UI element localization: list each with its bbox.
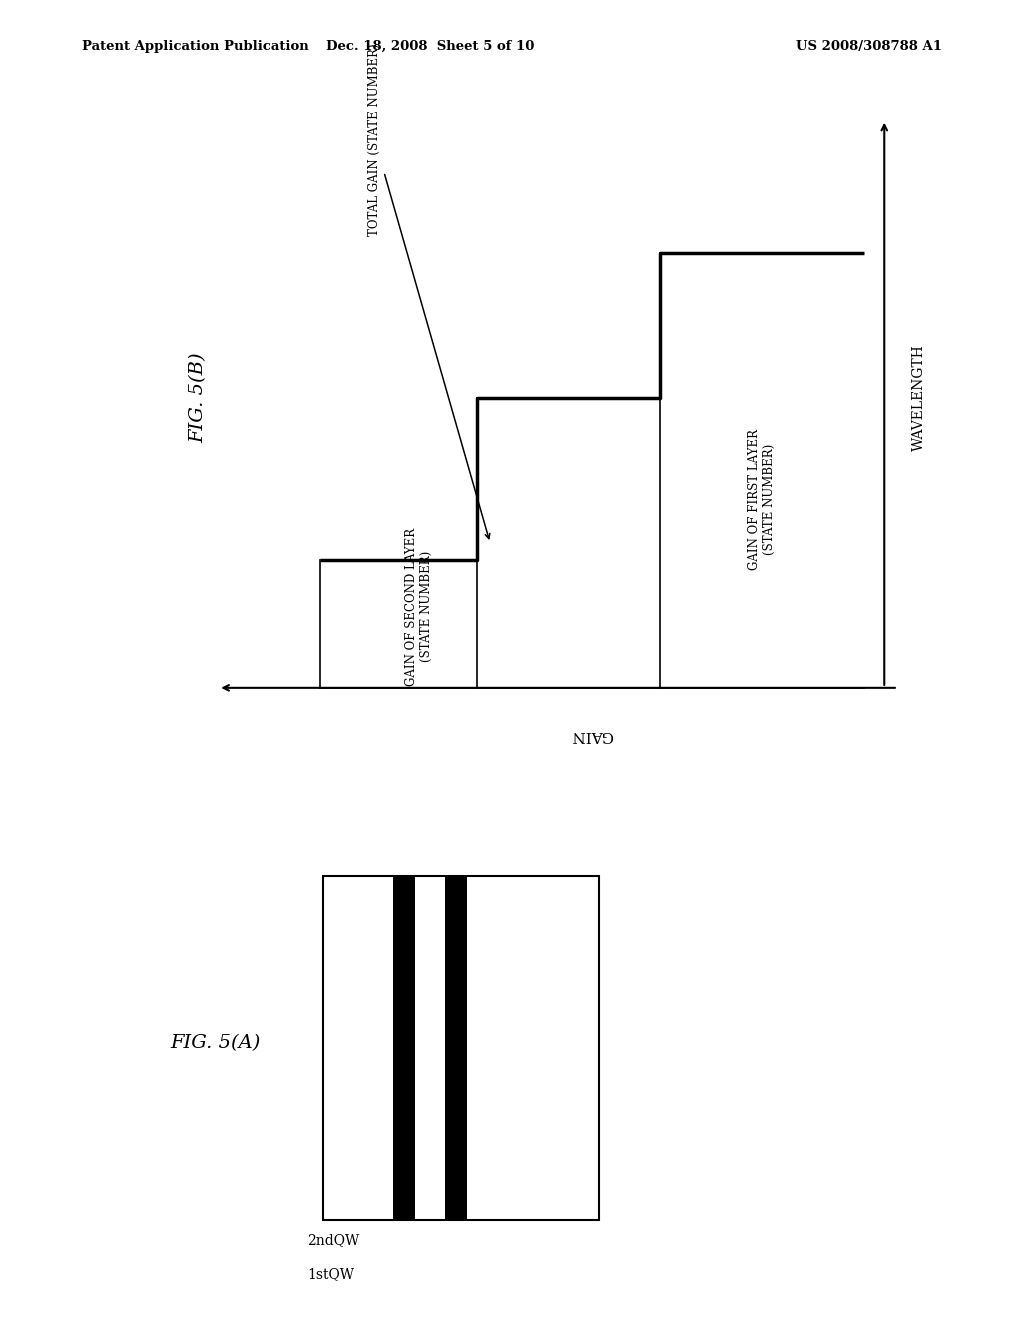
Text: 1stQW: 1stQW [307,1267,354,1282]
Bar [393,876,415,1220]
Bar [445,876,467,1220]
Text: GAIN OF FIRST LAYER
(STATE NUMBER): GAIN OF FIRST LAYER (STATE NUMBER) [748,429,776,570]
Text: 2ndQW: 2ndQW [307,1233,359,1247]
Text: GAIN OF SECOND LAYER
(STATE NUMBER): GAIN OF SECOND LAYER (STATE NUMBER) [404,528,433,686]
Text: Patent Application Publication: Patent Application Publication [82,40,308,53]
Text: Dec. 18, 2008  Sheet 5 of 10: Dec. 18, 2008 Sheet 5 of 10 [326,40,535,53]
Text: FIG. 5(B): FIG. 5(B) [188,352,207,444]
Text: TOTAL GAIN (STATE NUMBER): TOTAL GAIN (STATE NUMBER) [368,44,489,539]
Text: US 2008/308788 A1: US 2008/308788 A1 [796,40,942,53]
Text: WAVELENGTH: WAVELENGTH [911,345,926,451]
Text: GAIN: GAIN [570,729,613,742]
Text: FIG. 5(A): FIG. 5(A) [171,1034,261,1052]
